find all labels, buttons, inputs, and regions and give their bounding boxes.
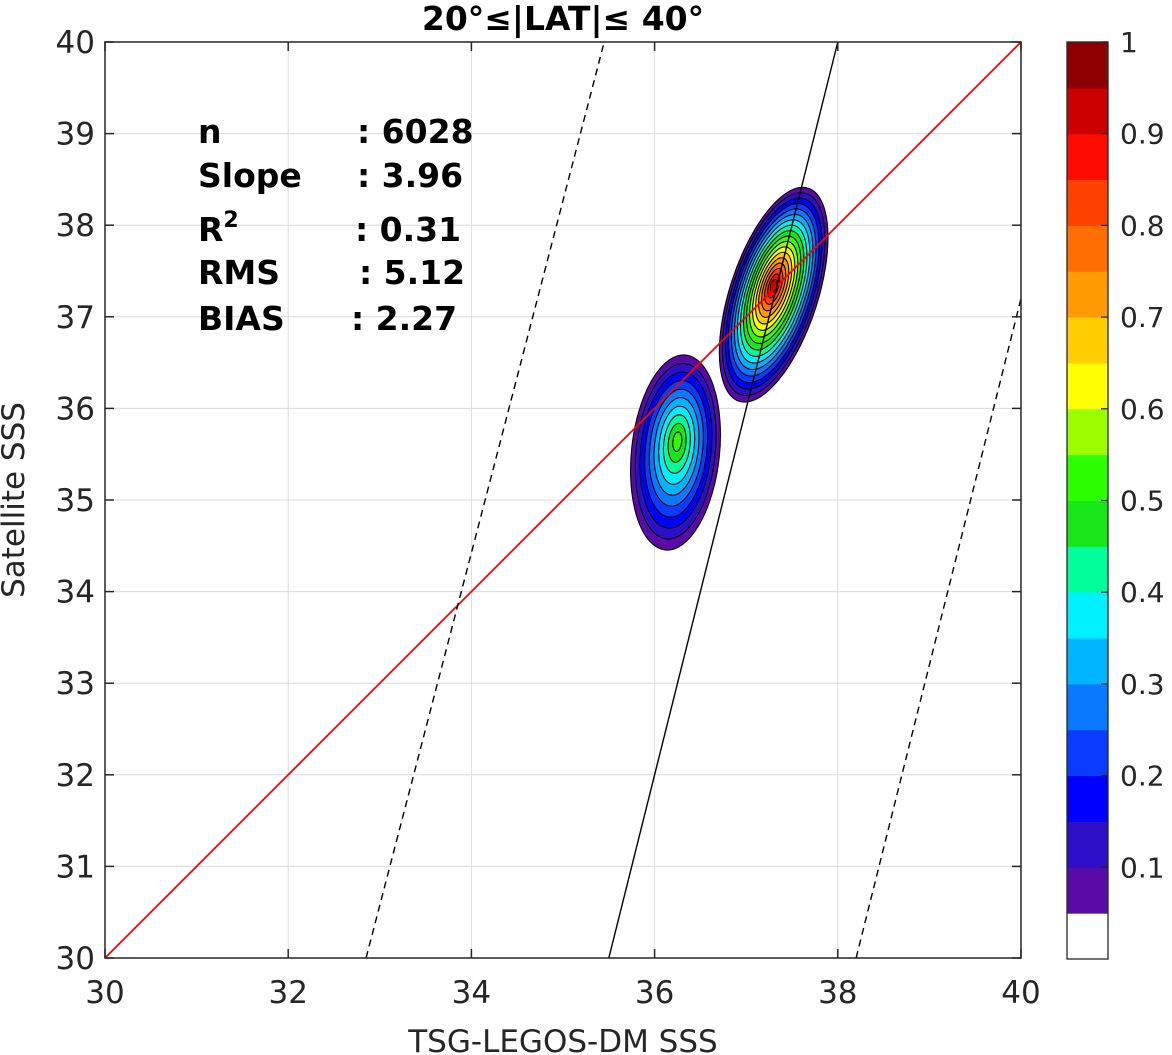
colorbar-segment	[1067, 362, 1108, 410]
colorbar-segment	[1067, 408, 1108, 456]
stats-value: : 5.12	[359, 253, 465, 292]
colorbar-segment	[1067, 317, 1108, 364]
colorbar-segment	[1067, 500, 1108, 547]
y-axis-title: Satellite SSS	[0, 402, 32, 598]
stats-value: : 6028	[357, 112, 474, 151]
colorbar-segment	[1067, 821, 1108, 868]
y-tick-label: 37	[56, 300, 95, 336]
colorbar-segment	[1067, 729, 1108, 777]
x-tick-label: 30	[85, 975, 124, 1011]
colorbar-tick-label: 0.3	[1120, 668, 1165, 701]
colorbar-tick-label: 0.1	[1120, 851, 1165, 884]
y-tick-label: 39	[56, 117, 95, 153]
regression-line	[608, 42, 839, 958]
x-tick-label: 40	[1001, 975, 1040, 1011]
stats-key: R2	[198, 208, 239, 249]
colorbar-tick-label: 1	[1120, 26, 1138, 59]
y-tick-label: 40	[56, 25, 95, 61]
colorbar-segment	[1067, 867, 1108, 914]
colorbar-tick-label: 0.9	[1120, 118, 1165, 151]
colorbar-tick-label: 0.7	[1120, 301, 1165, 334]
colorbar-segment	[1067, 592, 1108, 639]
one-to-one-line	[105, 42, 1021, 958]
x-tick-label: 34	[452, 975, 491, 1011]
colorbar-tick-label: 0.8	[1120, 209, 1165, 242]
colorbar-tick-label: 0.5	[1120, 485, 1165, 518]
colorbar-tick-label: 0.2	[1120, 760, 1165, 793]
stats-key: Slope	[198, 156, 302, 195]
colorbar: 0.1 0.2 0.3 0.4 0.5 0.6 0.7 0.8 0.9 1	[1066, 26, 1165, 960]
stats-key: BIAS	[198, 299, 285, 338]
colorbar-segment	[1067, 87, 1108, 135]
colorbar-tick-label: 0.6	[1120, 393, 1165, 426]
colorbar-segment	[1067, 133, 1108, 181]
colorbar-segment	[1067, 42, 1108, 89]
reference-lines	[105, 42, 1021, 958]
colorbar-segment	[1067, 546, 1108, 593]
density-contours	[630, 186, 829, 551]
grid	[105, 42, 1021, 958]
axis-ticks: 30 32 34 36 38 40 30 31 32 33 34 35 36 37 38 39 40	[56, 25, 1041, 1011]
y-tick-label: 32	[56, 758, 95, 794]
stats-value: : 0.31	[355, 210, 461, 249]
chart-title: 20°≤|LAT|≤ 40°	[422, 0, 704, 38]
rms-envelope-line	[365, 42, 605, 958]
colorbar-segment	[1067, 225, 1108, 272]
x-tick-label: 36	[635, 975, 674, 1011]
colorbar-segment	[1067, 913, 1108, 960]
rms-envelope-line	[855, 298, 1021, 958]
colorbar-segment	[1067, 683, 1108, 731]
x-axis-title: TSG-LEGOS-DM SSS	[407, 1024, 717, 1055]
y-tick-label: 30	[56, 941, 95, 977]
y-tick-label: 34	[56, 575, 95, 611]
x-tick-label: 38	[818, 975, 857, 1011]
stats-box: n : 6028 Slope : 3.96 R2 : 0.31 RMS : 5.12 BIAS:…	[198, 112, 474, 338]
stats-value: : 2.27	[351, 299, 457, 338]
x-tick-label: 32	[268, 975, 307, 1011]
colorbar-segment	[1067, 638, 1108, 685]
colorbar-segment	[1067, 775, 1108, 822]
density-contour-secondary	[672, 431, 683, 452]
y-tick-label: 36	[56, 391, 95, 427]
y-tick-label: 35	[56, 483, 95, 519]
stats-value: : 3.96	[357, 156, 463, 195]
stats-key: RMS	[198, 253, 280, 292]
y-tick-label: 38	[56, 208, 95, 244]
y-tick-label: 33	[56, 666, 95, 702]
y-tick-label: 31	[56, 849, 95, 885]
colorbar-segment	[1067, 179, 1108, 226]
colorbar-tick-label: 0.4	[1120, 576, 1165, 609]
stats-key: n	[198, 112, 222, 151]
colorbar-segment	[1067, 271, 1108, 318]
colorbar-segment	[1067, 454, 1108, 501]
